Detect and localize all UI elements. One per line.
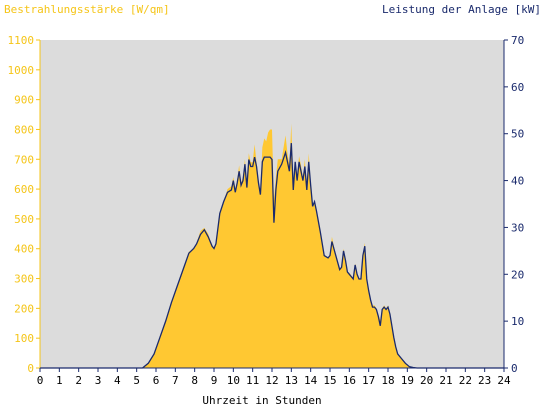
- left-tick-label: 800: [14, 123, 34, 136]
- left-tick-label: 900: [14, 94, 34, 107]
- x-tick-label: 23: [478, 374, 491, 387]
- x-axis-label: Uhrzeit in Stunden: [202, 394, 321, 407]
- right-tick-label: 20: [511, 268, 524, 281]
- left-tick-label: 500: [14, 213, 34, 226]
- x-tick-label: 8: [191, 374, 198, 387]
- x-tick-label: 18: [381, 374, 394, 387]
- x-tick-label: 11: [246, 374, 259, 387]
- left-tick-label: 0: [27, 362, 34, 375]
- x-tick-label: 7: [172, 374, 179, 387]
- right-tick-label: 60: [511, 81, 524, 94]
- x-tick-label: 15: [323, 374, 336, 387]
- x-tick-label: 0: [37, 374, 44, 387]
- right-tick-label: 40: [511, 175, 524, 188]
- right-tick-label: 10: [511, 315, 524, 328]
- right-tick-label: 0: [511, 362, 518, 375]
- x-tick-label: 4: [114, 374, 121, 387]
- x-tick-label: 2: [75, 374, 82, 387]
- x-tick-label: 6: [153, 374, 160, 387]
- x-tick-label: 24: [497, 374, 511, 387]
- x-tick-label: 3: [95, 374, 102, 387]
- x-tick-label: 1: [56, 374, 63, 387]
- right-axis-title: Leistung der Anlage [kW]: [382, 3, 541, 16]
- x-tick-label: 19: [401, 374, 414, 387]
- left-axis-title: Bestrahlungsstärke [W/qm]: [4, 3, 170, 16]
- x-tick-label: 12: [265, 374, 278, 387]
- left-tick-label: 100: [14, 332, 34, 345]
- left-tick-label: 700: [14, 153, 34, 166]
- x-tick-label: 17: [362, 374, 375, 387]
- left-tick-label: 1000: [8, 64, 35, 77]
- left-tick-label: 300: [14, 273, 34, 286]
- left-tick-label: 400: [14, 243, 34, 256]
- x-tick-label: 13: [285, 374, 298, 387]
- x-tick-label: 20: [420, 374, 433, 387]
- x-tick-label: 21: [439, 374, 452, 387]
- x-tick-label: 5: [133, 374, 140, 387]
- x-tick-label: 9: [211, 374, 218, 387]
- x-tick-label: 10: [227, 374, 240, 387]
- right-tick-label: 70: [511, 34, 524, 47]
- x-tick-label: 14: [304, 374, 318, 387]
- power-line: [40, 143, 504, 369]
- left-tick-label: 1100: [8, 34, 35, 47]
- right-tick-label: 50: [511, 128, 524, 141]
- left-tick-label: 600: [14, 183, 34, 196]
- x-tick-label: 16: [343, 374, 356, 387]
- x-tick-label: 22: [459, 374, 472, 387]
- power-series: [40, 143, 504, 369]
- left-tick-label: 200: [14, 302, 34, 315]
- tick-labels: 0100200300400500600700800900100011000102…: [8, 34, 525, 387]
- right-tick-label: 30: [511, 221, 524, 234]
